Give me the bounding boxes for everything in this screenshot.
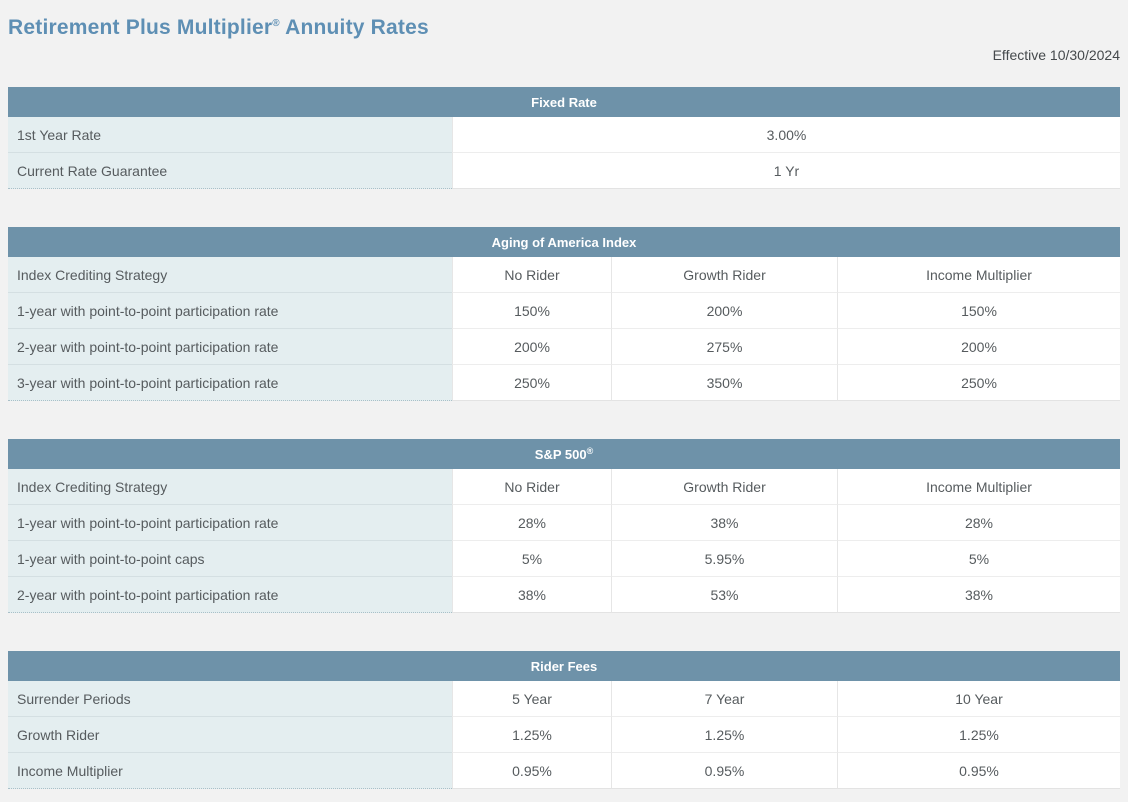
column-header-label: Index Crediting Strategy: [8, 469, 452, 505]
table-row: Growth Rider 1.25% 1.25% 1.25%: [8, 717, 1120, 753]
row-value: 1.25%: [452, 717, 611, 753]
row-value: 1.25%: [611, 717, 837, 753]
row-value: 1.25%: [837, 717, 1120, 753]
table-row: 1-year with point-to-point participation…: [8, 293, 1120, 329]
row-label: 1-year with point-to-point participation…: [8, 505, 452, 541]
row-value: 250%: [837, 365, 1120, 401]
page-title-suffix: Annuity Rates: [279, 16, 429, 39]
row-value: 1 Yr: [452, 153, 1120, 189]
row-value: 200%: [452, 329, 611, 365]
row-label: 1st Year Rate: [8, 117, 452, 153]
column-header-row: Surrender Periods 5 Year 7 Year 10 Year: [8, 681, 1120, 717]
column-header: 10 Year: [837, 681, 1120, 717]
table-row: 2-year with point-to-point participation…: [8, 577, 1120, 613]
row-label: 3-year with point-to-point participation…: [8, 365, 452, 401]
table-title-text: Rider Fees: [530, 658, 598, 674]
row-label: Income Multiplier: [8, 753, 452, 789]
row-value: 350%: [611, 365, 837, 401]
table-row: 1-year with point-to-point caps 5% 5.95%…: [8, 541, 1120, 577]
table-title-text: Aging of America Index: [491, 234, 637, 250]
row-label: 2-year with point-to-point participation…: [8, 329, 452, 365]
row-label: 1-year with point-to-point caps: [8, 541, 452, 577]
table-row: 3-year with point-to-point participation…: [8, 365, 1120, 401]
column-header: Income Multiplier: [837, 469, 1120, 505]
table-row: 1-year with point-to-point participation…: [8, 505, 1120, 541]
row-value: 0.95%: [452, 753, 611, 789]
column-header-row: Index Crediting Strategy No Rider Growth…: [8, 469, 1120, 505]
registered-trademark-icon: ®: [272, 18, 280, 29]
row-value: 28%: [837, 505, 1120, 541]
row-value: 38%: [611, 505, 837, 541]
row-value: 5.95%: [611, 541, 837, 577]
column-header-row: Index Crediting Strategy No Rider Growth…: [8, 257, 1120, 293]
fixed-rate-table: Fixed Rate 1st Year Rate 3.00% Current R…: [8, 87, 1120, 189]
effective-date: Effective 10/30/2024: [992, 47, 1120, 63]
row-label: Growth Rider: [8, 717, 452, 753]
rider-fees-table: Rider Fees Surrender Periods 5 Year 7 Ye…: [8, 651, 1120, 789]
table-title-text: S&P 500: [534, 446, 587, 462]
sp500-table: S&P 500 ® Index Crediting Strategy No Rid…: [8, 439, 1120, 613]
page-title-main: Retirement Plus Multiplier: [8, 16, 273, 39]
row-value: 200%: [611, 293, 837, 329]
row-value: 28%: [452, 505, 611, 541]
table-row: 2-year with point-to-point participation…: [8, 329, 1120, 365]
table-row: Income Multiplier 0.95% 0.95% 0.95%: [8, 753, 1120, 789]
row-label: 2-year with point-to-point participation…: [8, 577, 452, 613]
column-header: No Rider: [452, 257, 611, 293]
sp500-table-title: S&P 500 ®: [8, 439, 1120, 469]
column-header-label: Surrender Periods: [8, 681, 452, 717]
aging-of-america-index-table: Aging of America Index Index Crediting S…: [8, 227, 1120, 401]
fixed-rate-table-title: Fixed Rate: [8, 87, 1120, 117]
page-title: Retirement Plus Multiplier® Annuity Rate…: [8, 16, 1120, 40]
row-value: 3.00%: [452, 117, 1120, 153]
row-value: 53%: [611, 577, 837, 613]
row-value: 150%: [452, 293, 611, 329]
row-label: Current Rate Guarantee: [8, 153, 452, 189]
row-value: 38%: [452, 577, 611, 613]
column-header: No Rider: [452, 469, 611, 505]
table-row: 1st Year Rate 3.00%: [8, 117, 1120, 153]
registered-trademark-icon: ®: [586, 446, 594, 456]
table-title-text: Fixed Rate: [531, 94, 597, 110]
row-label: 1-year with point-to-point participation…: [8, 293, 452, 329]
table-row: Current Rate Guarantee 1 Yr: [8, 153, 1120, 189]
column-header: Income Multiplier: [837, 257, 1120, 293]
row-value: 5%: [452, 541, 611, 577]
column-header-label: Index Crediting Strategy: [8, 257, 452, 293]
column-header: Growth Rider: [611, 469, 837, 505]
row-value: 0.95%: [611, 753, 837, 789]
row-value: 200%: [837, 329, 1120, 365]
row-value: 150%: [837, 293, 1120, 329]
row-value: 38%: [837, 577, 1120, 613]
column-header: Growth Rider: [611, 257, 837, 293]
row-value: 0.95%: [837, 753, 1120, 789]
column-header: 5 Year: [452, 681, 611, 717]
column-header: 7 Year: [611, 681, 837, 717]
aging-of-america-index-table-title: Aging of America Index: [8, 227, 1120, 257]
row-value: 250%: [452, 365, 611, 401]
row-value: 5%: [837, 541, 1120, 577]
row-value: 275%: [611, 329, 837, 365]
rider-fees-table-title: Rider Fees: [8, 651, 1120, 681]
